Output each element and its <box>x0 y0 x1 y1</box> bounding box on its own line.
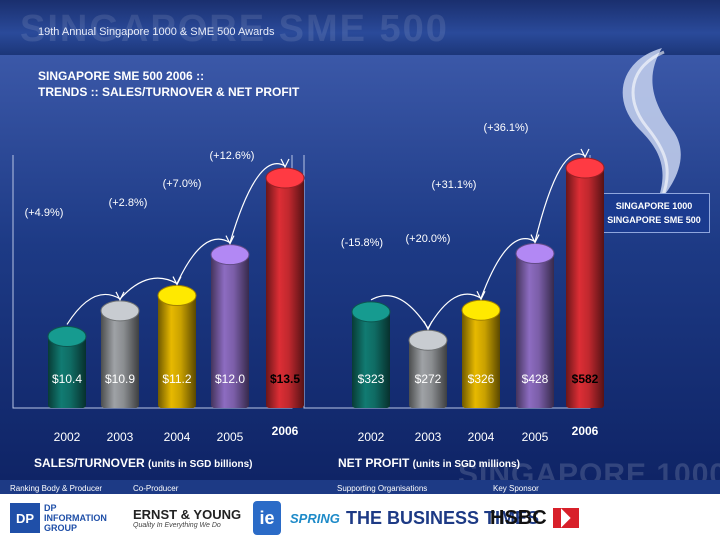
chart2-growth-label-3: (+31.1%) <box>432 179 477 191</box>
chart1-value-label-2005: $12.0 <box>215 372 245 386</box>
badge-line-1: SINGAPORE 1000 <box>615 201 693 211</box>
chart2-value-label-2005: $428 <box>522 372 549 386</box>
chart2-title-main: NET PROFIT <box>338 456 413 470</box>
chart1-title: SALES/TURNOVER (units in SGD billions) <box>34 456 252 470</box>
chart1-bar-cap-2004 <box>157 285 197 307</box>
ie-singapore-logo: ie <box>253 500 281 536</box>
chart2-growth-label-1: (-15.8%) <box>341 237 383 249</box>
dp-mark: DP <box>10 503 40 533</box>
chart1-growth-arrow-1 <box>66 294 121 325</box>
chart2-growth-arrowhead-3 <box>530 234 540 244</box>
chart1-bar-cap-2002 <box>47 325 87 347</box>
dp-line-1: DP <box>44 503 57 513</box>
chart1-bar-2004 <box>158 295 196 408</box>
header-banner: SINGAPORE SME 500 19th Annual Singapore … <box>0 0 720 55</box>
chart2-growth-arrowhead-2 <box>476 290 486 301</box>
badge-line-2: SINGAPORE SME 500 <box>607 215 701 225</box>
chart2-bar-cap-2002 <box>351 301 391 323</box>
chart2-value-label-2006: $582 <box>572 372 599 386</box>
chart2-category-2004: 2004 <box>468 430 495 444</box>
chart2-bar-2006 <box>566 168 604 408</box>
chart1-category-2003: 2003 <box>107 430 134 444</box>
chart1-bar-2002 <box>48 336 86 408</box>
hsbc-name: HSBC <box>490 506 547 529</box>
chart1-bar-2005 <box>211 254 249 408</box>
chart2-growth-arrow-4 <box>534 153 586 242</box>
chart1-title-main: SALES/TURNOVER <box>34 456 148 470</box>
footer-caption-coproducer: Co-Producer <box>133 484 179 493</box>
chart1-bar-cap-2005 <box>210 244 250 266</box>
chart2-category-2003: 2003 <box>415 430 442 444</box>
chart2-bar-cap-2003 <box>408 329 448 351</box>
chart2-bar-cap-2004 <box>461 299 501 321</box>
header-watermark: SINGAPORE SME 500 <box>20 8 449 50</box>
trends-chart: $10.4 2002 $10.9 2003 $11.2 2004 $12.0 2005 $13.… <box>12 122 605 470</box>
singapore-1000-badge: SINGAPORE 1000 SINGAPORE SME 500 <box>598 193 710 233</box>
chart2-category-2005: 2005 <box>522 430 549 444</box>
chart2-growth-arrowhead-4 <box>580 148 590 159</box>
chart2-category-2002: 2002 <box>358 430 385 444</box>
chart1-category-2006: 2006 <box>272 424 299 438</box>
chart2-bar-cap-2006 <box>565 157 605 179</box>
chart2-growth-arrow-3 <box>480 238 536 299</box>
chart1-value-label-2004: $11.2 <box>162 372 191 386</box>
chart1-growth-label-1: (+4.9%) <box>25 207 64 219</box>
chart2-bar-2002 <box>352 311 390 408</box>
spring-singapore-logo: SPRING <box>290 510 340 526</box>
slide-title: SINGAPORE SME 500 2006 :: TRENDS :: SALE… <box>38 68 458 100</box>
chart2-bar-2003 <box>409 340 447 408</box>
chart2-category-2006: 2006 <box>572 424 599 438</box>
chart2-bar-cap-2005 <box>515 243 555 265</box>
chart1-bar-cap-2006 <box>265 167 305 189</box>
chart2-bar-2005 <box>516 253 554 408</box>
chart1-bar-cap-2003 <box>100 300 140 322</box>
chart1-value-label-2002: $10.4 <box>52 372 82 386</box>
dp-line-2: INFORMATION <box>44 513 107 523</box>
chart1-growth-arrowhead-1 <box>115 291 125 302</box>
chart1-growth-label-3: (+7.0%) <box>163 178 202 190</box>
chart1-value-label-2006: $13.5 <box>270 372 300 386</box>
hsbc-logo: HSBC <box>490 500 579 536</box>
chart2-title: NET PROFIT (units in SGD millions) <box>338 456 520 470</box>
slide-title-line-1: SINGAPORE SME 500 2006 :: <box>38 69 205 83</box>
slide-title-line-2: TRENDS :: SALES/TURNOVER & NET PROFIT <box>38 85 300 99</box>
footer-caption-strip <box>0 480 720 494</box>
footer-caption-sponsor: Key Sponsor <box>493 484 539 493</box>
singapore-s-logo <box>622 48 681 205</box>
ie-mark: ie <box>253 501 281 535</box>
chart1-growth-arrow-2 <box>119 277 178 300</box>
chart2-growth-label-4: (+36.1%) <box>484 122 529 134</box>
hsbc-hexagon-icon <box>552 508 579 528</box>
chart2-growth-arrow-2 <box>427 293 482 329</box>
chart1-title-units: (units in SGD billions) <box>148 459 252 470</box>
chart2-growth-label-2: (+20.0%) <box>406 233 451 245</box>
chart1-bar-2003 <box>101 310 139 408</box>
chart2-value-label-2003: $272 <box>415 372 442 386</box>
chart2-bar-2004 <box>462 310 500 408</box>
chart1-growth-arrow-4 <box>229 163 286 243</box>
chart1-value-label-2003: $10.9 <box>105 372 135 386</box>
ernst-young-logo: ERNST & YOUNG Quality In Everything We D… <box>133 500 241 536</box>
chart1-category-2002: 2002 <box>54 430 81 444</box>
ey-tagline: Quality In Everything We Do <box>133 522 221 529</box>
dp-information-group-logo: DP DP INFORMATION GROUP <box>10 500 107 536</box>
business-times-logo: THE BUSINESS TIMES <box>346 507 540 528</box>
header-title: 19th Annual Singapore 1000 & SME 500 Awa… <box>38 26 275 38</box>
dp-line-3: GROUP <box>44 523 78 533</box>
chart1-category-2004: 2004 <box>164 430 191 444</box>
footer-caption-supporting: Supporting Organisations <box>337 484 428 493</box>
chart1-bar-2006 <box>266 178 304 408</box>
chart1-growth-arrow-3 <box>176 238 231 284</box>
chart1-growth-label-4: (+12.6%) <box>210 150 255 162</box>
chart2-title-units: (units in SGD millions) <box>413 459 520 470</box>
chart1-category-2005: 2005 <box>217 430 244 444</box>
chart1-growth-label-2: (+2.8%) <box>109 197 148 209</box>
ey-name: ERNST & YOUNG <box>133 507 242 522</box>
chart2-growth-arrow-1 <box>370 295 429 329</box>
chart2-value-label-2002: $323 <box>358 372 385 386</box>
chart2-value-label-2004: $326 <box>468 372 495 386</box>
footer-caption-ranking: Ranking Body & Producer <box>10 484 103 493</box>
chart1-growth-arrowhead-4 <box>280 158 290 169</box>
chart1-growth-arrowhead-3 <box>225 235 235 246</box>
